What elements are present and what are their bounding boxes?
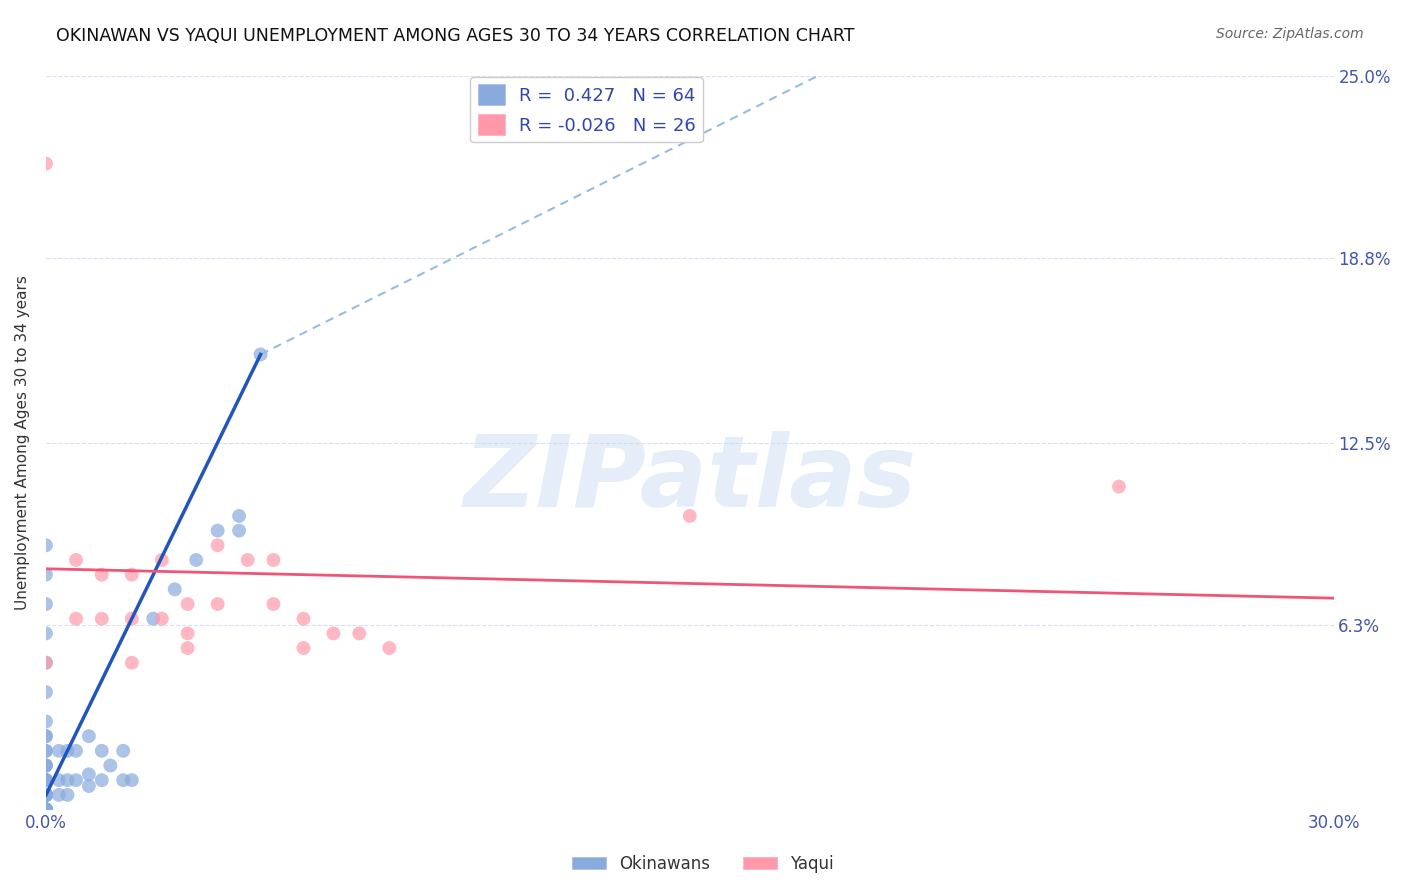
- Point: [35, 773, 58, 788]
- Point: [35, 788, 58, 802]
- Point: [35, 788, 58, 802]
- Point: [121, 612, 143, 626]
- Point: [35, 788, 58, 802]
- Point: [35, 803, 58, 817]
- Point: [35, 773, 58, 788]
- Point: [48, 744, 70, 758]
- Point: [35, 714, 58, 729]
- Point: [90, 612, 112, 626]
- Point: [35, 656, 58, 670]
- Point: [56, 744, 79, 758]
- Point: [35, 803, 58, 817]
- Point: [98, 758, 121, 772]
- Point: [121, 656, 143, 670]
- Point: [378, 641, 401, 656]
- Legend: R =  0.427   N = 64, R = -0.026   N = 26: R = 0.427 N = 64, R = -0.026 N = 26: [471, 78, 703, 143]
- Point: [35, 803, 58, 817]
- Point: [176, 597, 198, 611]
- Point: [121, 567, 143, 582]
- Point: [150, 612, 173, 626]
- Point: [35, 538, 58, 552]
- Point: [207, 524, 229, 538]
- Point: [262, 553, 284, 567]
- Point: [35, 803, 58, 817]
- Point: [35, 788, 58, 802]
- Point: [262, 597, 284, 611]
- Point: [35, 803, 58, 817]
- Point: [35, 758, 58, 772]
- Point: [77, 767, 100, 781]
- Point: [186, 553, 208, 567]
- Point: [35, 788, 58, 802]
- Point: [112, 773, 135, 788]
- Point: [228, 508, 250, 523]
- Point: [142, 612, 165, 626]
- Point: [35, 803, 58, 817]
- Text: Source: ZipAtlas.com: Source: ZipAtlas.com: [1216, 27, 1364, 41]
- Point: [35, 685, 58, 699]
- Point: [35, 773, 58, 788]
- Point: [35, 788, 58, 802]
- Point: [77, 729, 100, 743]
- Point: [35, 656, 58, 670]
- Point: [207, 597, 229, 611]
- Point: [35, 729, 58, 743]
- Point: [35, 773, 58, 788]
- Point: [35, 597, 58, 611]
- Point: [35, 803, 58, 817]
- Point: [35, 773, 58, 788]
- Y-axis label: Unemployment Among Ages 30 to 34 years: Unemployment Among Ages 30 to 34 years: [15, 275, 30, 610]
- Point: [35, 729, 58, 743]
- Point: [56, 773, 79, 788]
- Point: [35, 803, 58, 817]
- Point: [322, 626, 344, 640]
- Point: [35, 744, 58, 758]
- Point: [65, 744, 87, 758]
- Point: [207, 538, 229, 552]
- Point: [65, 553, 87, 567]
- Point: [249, 347, 271, 361]
- Point: [236, 553, 259, 567]
- Point: [77, 779, 100, 793]
- Point: [48, 773, 70, 788]
- Point: [35, 788, 58, 802]
- Point: [35, 788, 58, 802]
- Point: [90, 567, 112, 582]
- Point: [35, 803, 58, 817]
- Point: [176, 641, 198, 656]
- Point: [121, 773, 143, 788]
- Point: [35, 758, 58, 772]
- Point: [35, 626, 58, 640]
- Point: [35, 567, 58, 582]
- Point: [163, 582, 186, 597]
- Point: [150, 553, 173, 567]
- Point: [228, 524, 250, 538]
- Point: [35, 773, 58, 788]
- Legend: Okinawans, Yaqui: Okinawans, Yaqui: [565, 848, 841, 880]
- Point: [48, 788, 70, 802]
- Point: [65, 773, 87, 788]
- Point: [35, 788, 58, 802]
- Point: [679, 508, 702, 523]
- Point: [65, 612, 87, 626]
- Point: [35, 788, 58, 802]
- Point: [292, 641, 315, 656]
- Point: [35, 758, 58, 772]
- Point: [56, 788, 79, 802]
- Point: [90, 773, 112, 788]
- Point: [349, 626, 371, 640]
- Point: [90, 744, 112, 758]
- Point: [292, 612, 315, 626]
- Point: [1108, 479, 1130, 493]
- Text: ZIPatlas: ZIPatlas: [463, 431, 917, 528]
- Point: [35, 156, 58, 170]
- Text: OKINAWAN VS YAQUI UNEMPLOYMENT AMONG AGES 30 TO 34 YEARS CORRELATION CHART: OKINAWAN VS YAQUI UNEMPLOYMENT AMONG AGE…: [56, 27, 855, 45]
- Point: [176, 626, 198, 640]
- Point: [35, 803, 58, 817]
- Point: [35, 744, 58, 758]
- Point: [112, 744, 135, 758]
